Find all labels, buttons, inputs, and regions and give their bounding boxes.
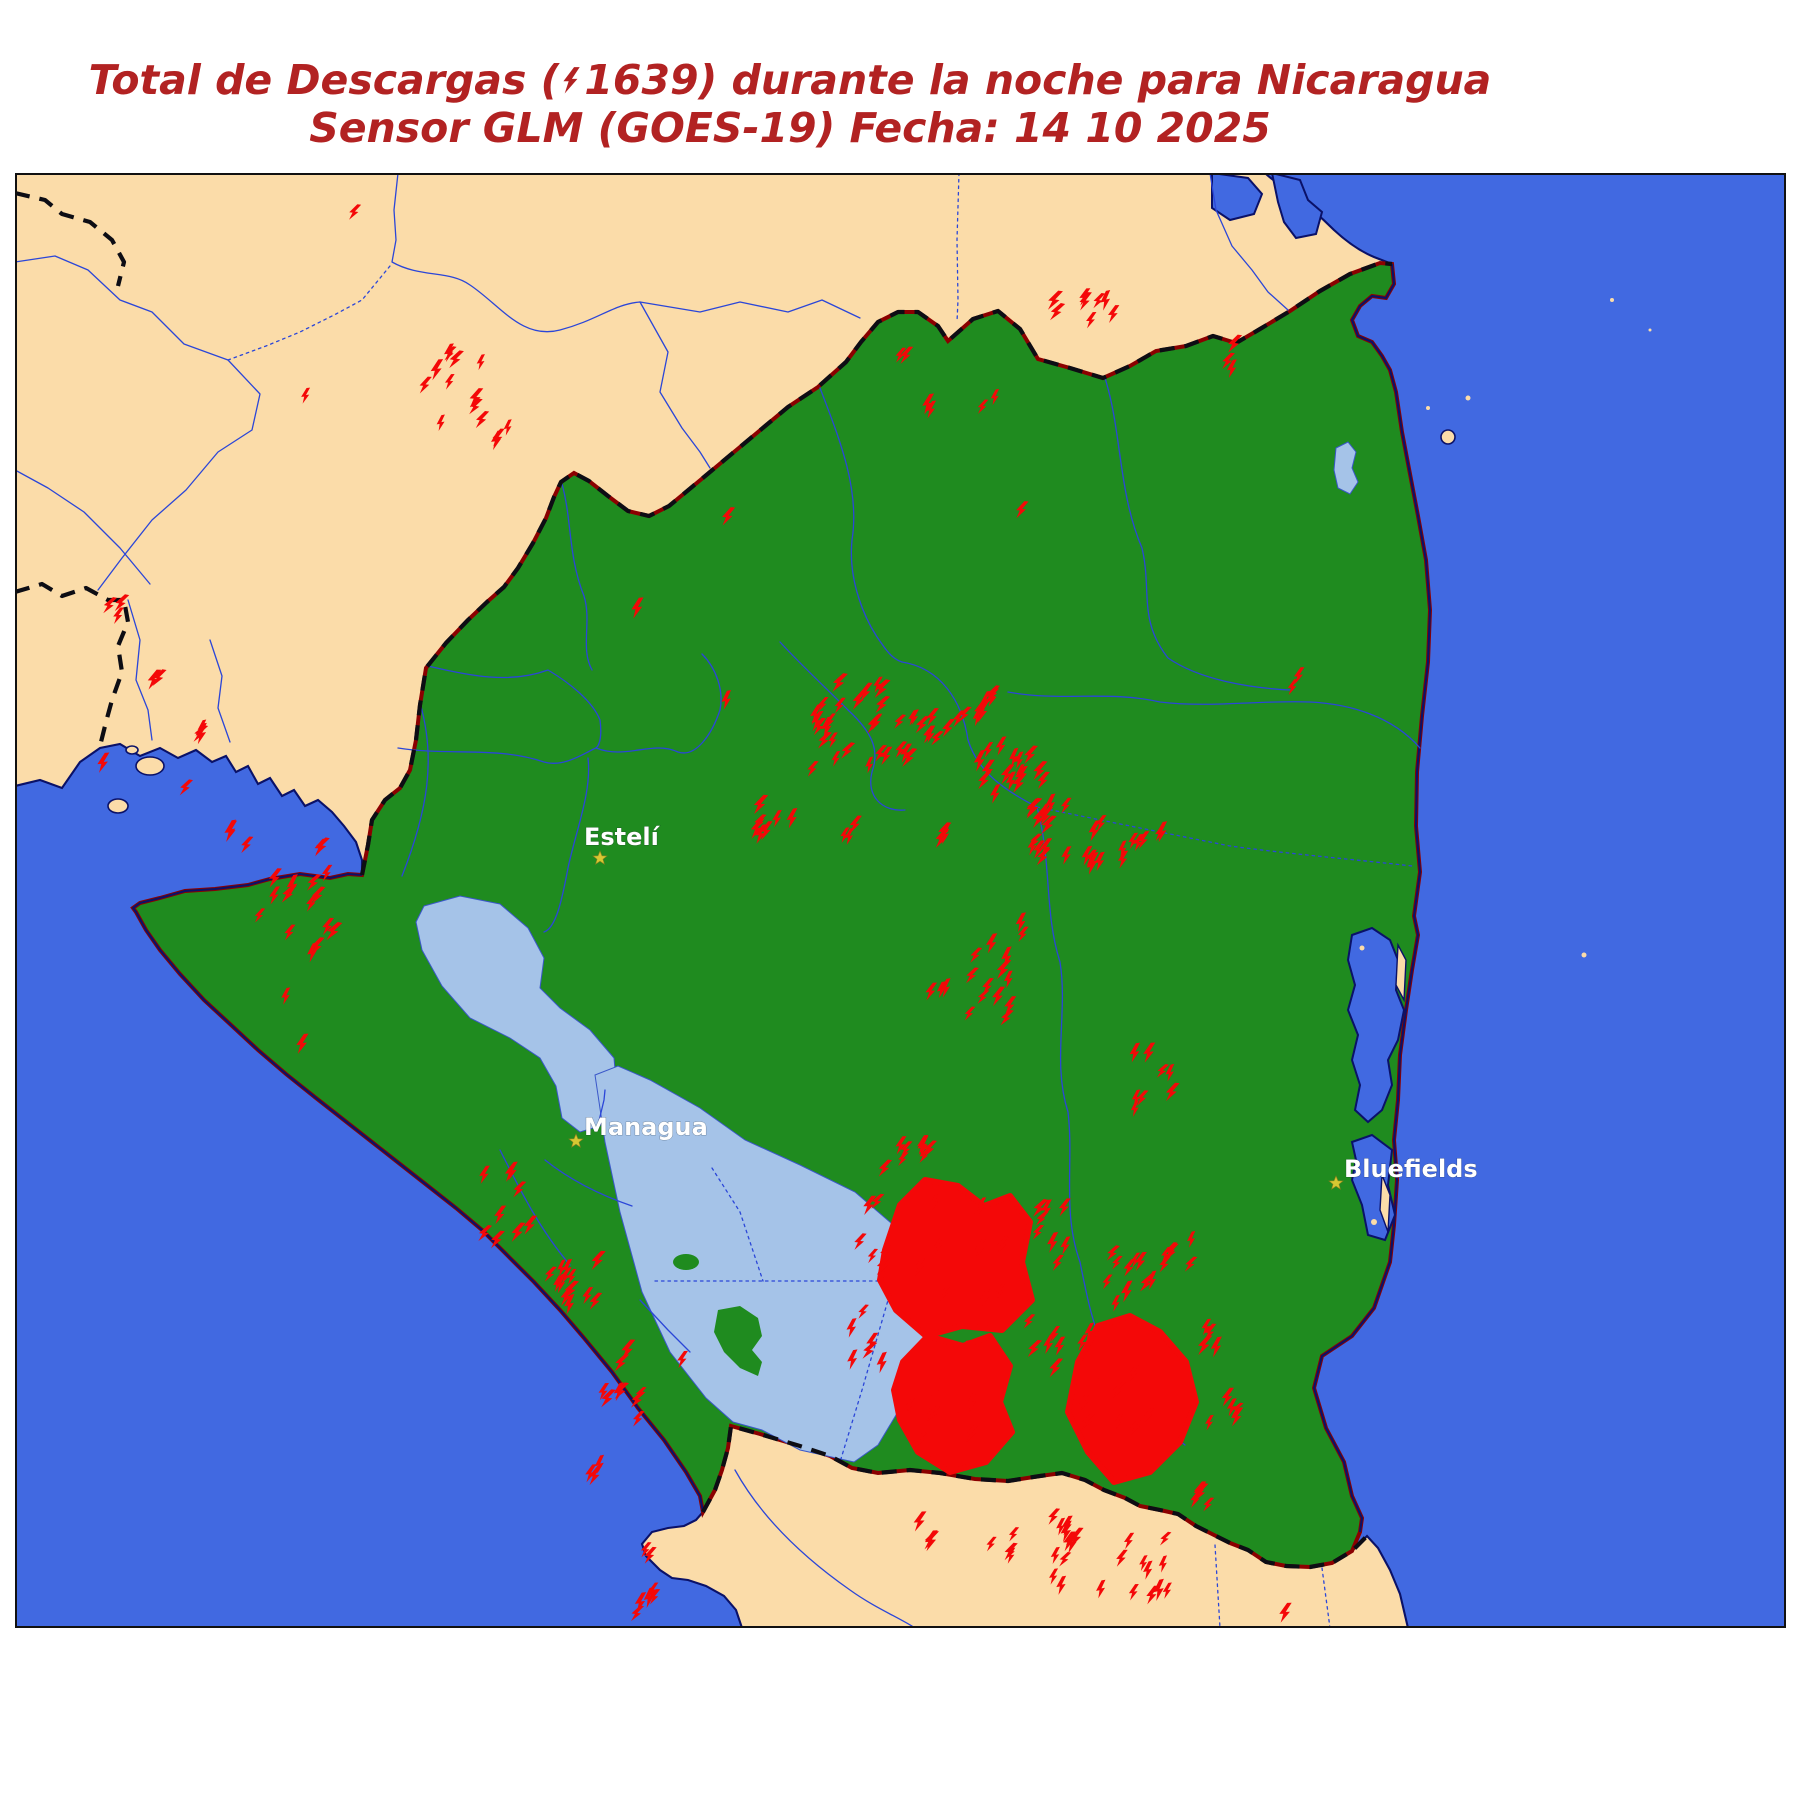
caribbean-cay [1610,298,1614,302]
lightning-icon [563,67,581,97]
pacific-coastline [131,872,705,1513]
city-label-managua: Managua [584,1113,708,1141]
map-border-frame [15,173,1786,1628]
title-line-2: Sensor GLM (GOES-19) Fecha: 14 10 2025 [309,104,1271,153]
caribbean-island [1440,429,1456,445]
corn-island [1581,952,1587,958]
pearl-lagoon-spit [1395,942,1407,1003]
el-bluff-spit [1379,1174,1391,1233]
gulf-island [125,745,139,755]
nicaragua-lightning-map: Estelí Managua Bluefields [15,173,1786,1628]
zapatera-island [673,1254,699,1270]
international-borders-layer [15,190,1393,1570]
caribbean-cay [1371,1219,1377,1225]
caratasca-lagoon-east [1270,173,1324,240]
gulf-island [107,798,129,814]
lake-managua [415,895,618,1133]
title-text-pre: Total de Descargas ( [88,56,560,104]
city-label-esteli: Estelí [584,823,661,851]
caribbean-cay [1465,395,1471,401]
islands-layer [107,298,1652,1225]
border-honduras-nicaragua [359,260,1393,876]
caratasca-lagoon [1211,173,1264,222]
caribbean-cay [1426,406,1430,410]
map-canvas: Estelí Managua Bluefields [15,173,1786,1628]
admin-boundaries-layer [15,173,1421,1628]
map-title: Total de Descargas ( 1639) durante la noc… [10,56,1570,153]
city-label-bluefields: Bluefields [1344,1155,1478,1183]
title-text-post: ) durante la noche para Nicaragua [698,56,1492,104]
city-labels-layer: Estelí Managua Bluefields [568,823,1478,1190]
title-line-1: Total de Descargas ( 1639) durante la noc… [10,56,1570,104]
lakes-layer [415,173,1407,1463]
border-guatemala-honduras [15,190,127,287]
border-nicaragua-costa-rica [701,1423,1369,1570]
ometepe-island [714,1306,762,1376]
gulf-island [135,756,165,776]
caribbean-cay [1359,945,1365,951]
caribbean-cay [1648,328,1652,332]
title-strike-count: 1639 [584,56,699,104]
lightning-dense-blob [1065,1313,1199,1485]
border-el-salvador-honduras [15,581,131,747]
ne-coastal-lagoon [1333,441,1359,495]
lightning-dense-blob [877,1177,1035,1339]
lightning-dense-blob [891,1333,1015,1475]
lake-nicaragua [594,1065,934,1463]
caribbean-coastline [1312,263,1432,1533]
lightning-dense-blobs [877,1177,1199,1485]
